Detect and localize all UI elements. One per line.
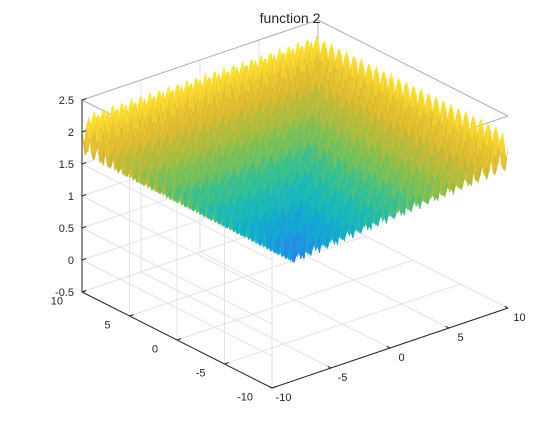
grid-line: [81, 195, 273, 293]
surface-plot: [81, 36, 509, 263]
grid-line: [176, 259, 414, 341]
grid-line: [224, 283, 461, 365]
grid-line: [129, 235, 366, 317]
box-edge: [317, 19, 509, 117]
grid-line: [81, 163, 273, 261]
grid-line: [81, 259, 273, 357]
grid-line: [81, 227, 273, 325]
box-edge: [81, 19, 319, 101]
